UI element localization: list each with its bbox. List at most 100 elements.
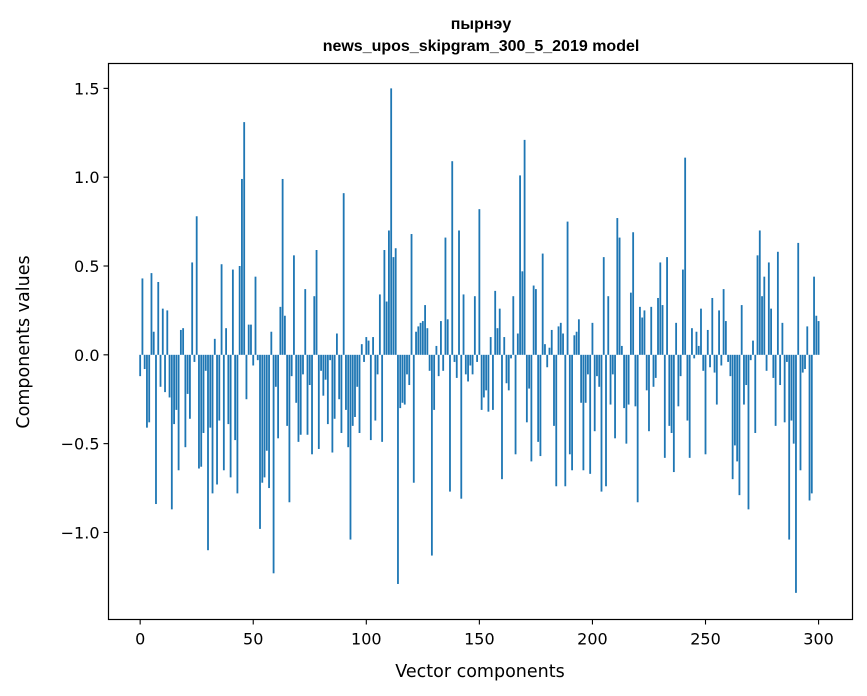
bar-157 [494,290,497,355]
bar-44 [238,266,241,355]
bar-241 [684,157,687,355]
bar-195 [580,354,583,403]
bar-181 [548,347,551,355]
bar-267 [743,354,745,405]
bar-189 [566,221,569,355]
bar-91 [345,354,347,410]
bar-62 [279,306,282,355]
bar-143 [462,294,465,355]
bar-64 [283,315,286,355]
bar-22 [189,354,191,419]
bar-186 [559,322,562,355]
bar-20 [184,354,187,448]
bar-72 [302,354,304,375]
bar-176 [537,354,540,442]
bar-214 [623,354,625,409]
bar-202 [596,354,598,377]
bar-45 [241,178,243,355]
bar-152 [482,354,485,398]
bar-95 [354,354,356,417]
bar-69 [295,354,298,403]
bar-220 [636,354,639,503]
bar-84 [329,354,332,361]
bar-28 [202,354,205,433]
bar-150 [478,209,481,355]
bar-237 [675,322,678,355]
bar-271 [752,340,754,355]
bar-26 [198,354,200,469]
x-tick-label: 250 [690,630,721,649]
bar-298 [813,276,815,355]
bar-129 [430,354,433,556]
bar-105 [376,354,379,375]
bar-167 [516,333,519,355]
y-tick-label: 0.0 [74,346,99,365]
bar-173 [530,354,533,462]
bar-146 [469,354,472,366]
bar-282 [776,251,779,355]
bar-155 [489,337,492,355]
bar-296 [808,354,811,501]
bar-235 [670,354,673,433]
bar-123 [417,326,420,355]
bar-169 [521,271,524,355]
bar-197 [584,354,587,403]
bar-18 [179,329,182,355]
x-tick-label: 200 [577,630,608,649]
bar-233 [666,257,668,355]
bar-88 [338,354,341,400]
y-axis-label: Components values [14,255,34,428]
bar-273 [756,255,759,355]
bar-166 [514,354,517,455]
x-axis-label: Vector components [395,662,564,682]
bar-262 [731,354,734,480]
bar-121 [412,354,415,483]
y-tick-label: −0.5 [61,435,100,454]
chart-title-line2: news_upos_skipgram_300_5_2019 model [323,38,640,55]
bar-205 [602,257,605,355]
bar-122 [415,331,417,355]
bar-164 [510,354,512,359]
bar-206 [605,354,607,487]
bar-9 [159,354,162,387]
bar-269 [747,354,750,510]
bar-89 [340,354,343,433]
bar-82 [324,354,327,380]
y-tick-label: 1.5 [74,79,99,98]
bar-274 [758,230,761,355]
bar-178 [541,253,544,355]
bar-117 [403,354,406,405]
bar-254 [713,354,716,373]
bar-275 [761,296,763,355]
bar-221 [639,306,641,355]
bar-35 [218,354,221,421]
bar-98 [360,344,363,355]
bar-196 [582,354,585,471]
bar-11 [164,354,166,393]
x-tick-label: 50 [243,630,263,649]
plot-frame [107,62,854,621]
bar-127 [426,328,429,355]
bar-65 [286,354,289,426]
bar-25 [195,216,198,355]
bar-55 [263,354,266,478]
bar-216 [627,354,630,405]
bar-295 [806,326,809,355]
bar-16 [175,354,178,410]
bar-210 [614,354,616,439]
y-tick-label: 1.0 [74,168,99,187]
x-axis-ticks: 0 50 100 150 200 250 300 [135,619,834,649]
bar-10 [161,308,164,355]
bar-3 [146,354,148,428]
y-tick-label: −1.0 [61,523,100,542]
bar-125 [421,321,424,355]
bar-142 [460,354,463,499]
bar-230 [659,262,662,355]
bar-294 [804,354,806,370]
bar-5 [150,273,153,355]
bar-224 [645,354,648,391]
bar-79 [317,354,320,449]
bar-58 [270,331,273,355]
x-tick-label: 150 [464,630,495,649]
